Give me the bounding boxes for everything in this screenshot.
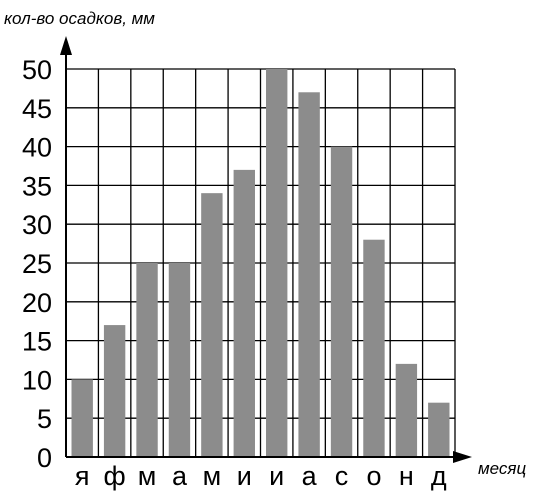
x-tick-label: и (237, 461, 252, 491)
bar-9 (330, 146, 353, 457)
x-tick-label: д (431, 461, 447, 491)
bar-5 (201, 193, 223, 457)
y-tick-label: 15 (22, 327, 52, 357)
x-tick-label: м (138, 461, 157, 491)
y-tick-label: 40 (22, 133, 52, 163)
bar-2 (103, 325, 126, 457)
y-tick-label: 45 (22, 94, 52, 124)
y-tick-label: 0 (37, 443, 52, 473)
bar-8 (298, 92, 320, 457)
bar-7 (266, 69, 288, 457)
bar-6 (233, 169, 255, 457)
x-tick-label: а (302, 461, 318, 491)
grid (66, 68, 456, 457)
x-tick-label: о (366, 461, 381, 491)
bar-1 (71, 379, 93, 457)
y-tick-label: 5 (37, 404, 52, 434)
y-tick-labels: 0 5 10 15 20 25 30 35 40 45 50 (22, 55, 52, 473)
x-tick-label: ф (104, 461, 126, 491)
bar-4 (168, 263, 191, 457)
x-tick-label: а (172, 461, 188, 491)
x-axis-arrow-icon (453, 451, 472, 463)
axes (60, 36, 472, 463)
x-tick-label: и (269, 461, 284, 491)
x-axis-label: месяц (478, 459, 526, 478)
y-tick-label: 25 (22, 249, 52, 279)
y-axis-arrow-icon (60, 36, 72, 55)
x-tick-label: м (203, 461, 222, 491)
y-tick-label: 10 (22, 365, 52, 395)
bar-11 (395, 363, 418, 457)
y-tick-label: 20 (22, 288, 52, 318)
y-tick-label: 35 (22, 171, 52, 201)
x-tick-label: я (75, 461, 90, 491)
bar-12 (428, 402, 450, 457)
bar-10 (363, 239, 385, 457)
y-tick-label: 30 (22, 210, 52, 240)
bar-3 (136, 263, 158, 457)
y-tick-label: 50 (22, 55, 52, 85)
y-axis-label: кол-во осадков, мм (4, 9, 155, 28)
x-tick-label: н (399, 461, 414, 491)
x-tick-label: с (335, 461, 349, 491)
bars (71, 69, 450, 457)
